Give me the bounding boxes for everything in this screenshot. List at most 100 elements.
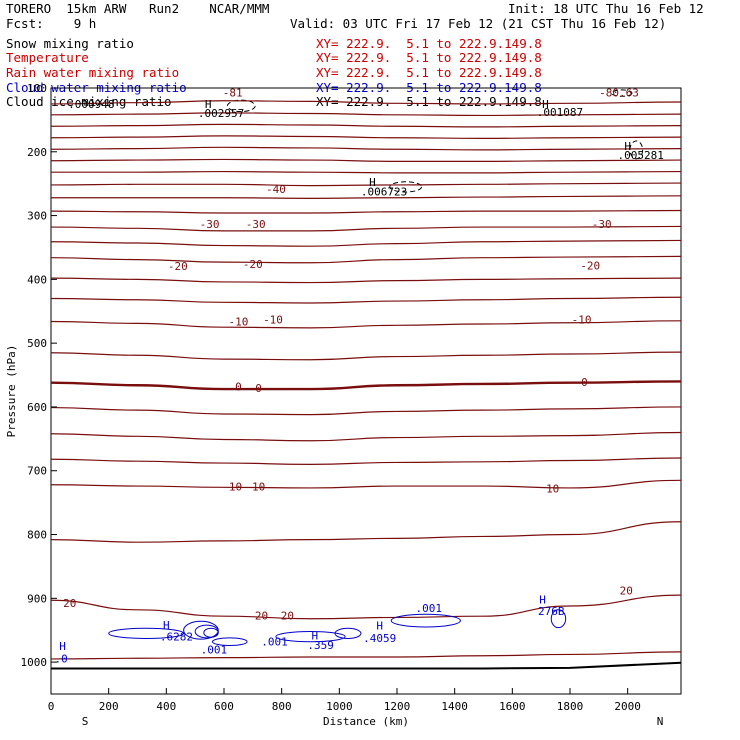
temperature-label-4: -30 [246, 218, 266, 231]
h-marker-0: H [205, 98, 212, 111]
ice-contour-1 [389, 181, 423, 193]
x-tick-label-3: 600 [214, 700, 234, 713]
temperature-label-2: -40 [266, 183, 286, 196]
x-tick-label-8: 1600 [499, 700, 526, 713]
h-marker-2: H [624, 140, 631, 153]
temperature-label-14: 0 [581, 376, 588, 389]
temperature-label-19: 20 [255, 610, 268, 623]
ice-label-3: .005281 [617, 149, 663, 162]
temperature-line-18 [50, 406, 682, 416]
cloud-water-label-4: .359 [307, 639, 334, 652]
temperature-line-13 [50, 277, 682, 284]
h-marker-6: H [312, 629, 319, 642]
temperature-line-10 [50, 225, 682, 232]
x-tick-label-2: 400 [156, 700, 176, 713]
h-marker-7: H [376, 620, 383, 633]
temperature-line-1 [50, 112, 682, 117]
cloud-water-contour-7 [550, 609, 567, 629]
ice-contour-2 [629, 140, 644, 160]
temperature-label-21: 20 [620, 585, 633, 598]
y-tick-label-8: 900 [27, 592, 47, 605]
temperature-label-8: -20 [580, 259, 600, 272]
cloud-water-contour-4 [275, 630, 346, 643]
legend-rain-xy: XY= 222.9. 5.1 to 222.9.149.8 [316, 65, 542, 80]
x-tick-label-10: 2000 [614, 700, 641, 713]
plot-frame [50, 87, 682, 695]
temperature-line-11 [50, 239, 682, 247]
temperature-label-0: -81 [223, 86, 243, 99]
y-tick-label-0: 100 [27, 82, 47, 95]
temperature-line-15 [50, 320, 682, 329]
y-tick-label-6: 700 [27, 465, 47, 478]
temperature-label-6: -20 [168, 260, 188, 273]
temperature-label-11: -10 [572, 314, 592, 327]
y-tick-label-1: 200 [27, 146, 47, 159]
cloud-water-label-6: .001 [415, 602, 442, 615]
cloud-water-contour-5 [334, 627, 362, 640]
cloud-water-label-5: .4059 [363, 632, 396, 645]
temperature-line-8 [51, 195, 682, 199]
cloud-water-label-3: .001 [261, 636, 288, 649]
forecast-hour: Fcst: 9 h [6, 16, 97, 31]
cloud-water-contour-0 [108, 627, 185, 640]
temperature-label-20: 20 [281, 610, 294, 623]
legend-snow-xy: XY= 222.9. 5.1 to 222.9.149.8 [316, 36, 542, 51]
temperature-line-5 [50, 158, 682, 162]
cloud-water-label-2: .001 [201, 643, 228, 656]
temperature-line-16 [50, 351, 682, 361]
terrain-line [51, 661, 682, 670]
temperature-line-24 [50, 651, 682, 660]
x-tick-label-9: 1800 [557, 700, 584, 713]
ice-contour-0 [226, 99, 256, 113]
ice-label-4: .006723 [361, 185, 407, 198]
y-tick-label-4: 500 [27, 337, 47, 350]
temperature-line-4 [50, 146, 682, 151]
temperature-line-17 [50, 380, 682, 391]
ice-label-0: .000948 [68, 98, 114, 111]
temperature-line-6 [51, 170, 682, 174]
legend-snow: Snow mixing ratio [6, 36, 134, 51]
temperature-line-0 [50, 100, 682, 105]
temperature-label-10: -10 [263, 314, 283, 327]
model-title: TORERO 15km ARW Run2 NCAR/MMM [6, 1, 270, 16]
cloud-water-contour-8 [211, 637, 248, 647]
temperature-line-23 [50, 594, 682, 620]
temperature-line-12 [50, 255, 682, 264]
x-tick-label-4: 800 [272, 700, 292, 713]
h-marker-3: H [369, 176, 376, 189]
valid-time: Valid: 03 UTC Fri 17 Feb 12 (21 CST Thu … [290, 16, 667, 31]
ice-contours [226, 89, 644, 193]
h-marker-1: H [542, 98, 549, 111]
y-tick-label-9: 1000 [21, 656, 48, 669]
temperature-label-18: 20 [63, 597, 76, 610]
x-tick-label-7: 1400 [441, 700, 468, 713]
contour-labels: -81 -80.63 -40 -30 -30 -30 -20 -20 -20 -10 -10 -10 0… [54, 86, 663, 665]
legend-cloud-ice: Cloud ice mixing ratio [6, 94, 172, 109]
temperature-label-7: -20 [243, 258, 263, 271]
temperature-label-15: 10 [229, 481, 242, 494]
cloud-water-contours [108, 609, 567, 647]
cloud-water-contour-3 [203, 627, 219, 638]
temperature-lines [50, 100, 682, 660]
cloud-water-label-7: 276B [538, 605, 565, 618]
temperature-label-13: 0 [255, 382, 262, 395]
terrain [51, 661, 682, 670]
temperature-label-5: -30 [592, 218, 612, 231]
temperature-label-16: 10 [252, 481, 265, 494]
legend-temperature: Temperature [6, 50, 89, 65]
temperature-line-7 [50, 182, 682, 187]
h-marker-4: H [59, 640, 66, 653]
temperature-line-9 [50, 209, 682, 214]
plot-border [50, 87, 682, 695]
temperature-label-3: -30 [200, 218, 220, 231]
temperature-label-1: -80.63 [599, 86, 639, 99]
cloud-water-label-0: .0 [54, 652, 67, 665]
temperature-line-14 [50, 296, 682, 304]
y-axis-label: Pressure (hPa) [5, 345, 18, 438]
legend-rain: Rain water mixing ratio [6, 65, 180, 80]
y-tick-label-3: 400 [27, 273, 47, 286]
x-tick-label-5: 1000 [326, 700, 353, 713]
